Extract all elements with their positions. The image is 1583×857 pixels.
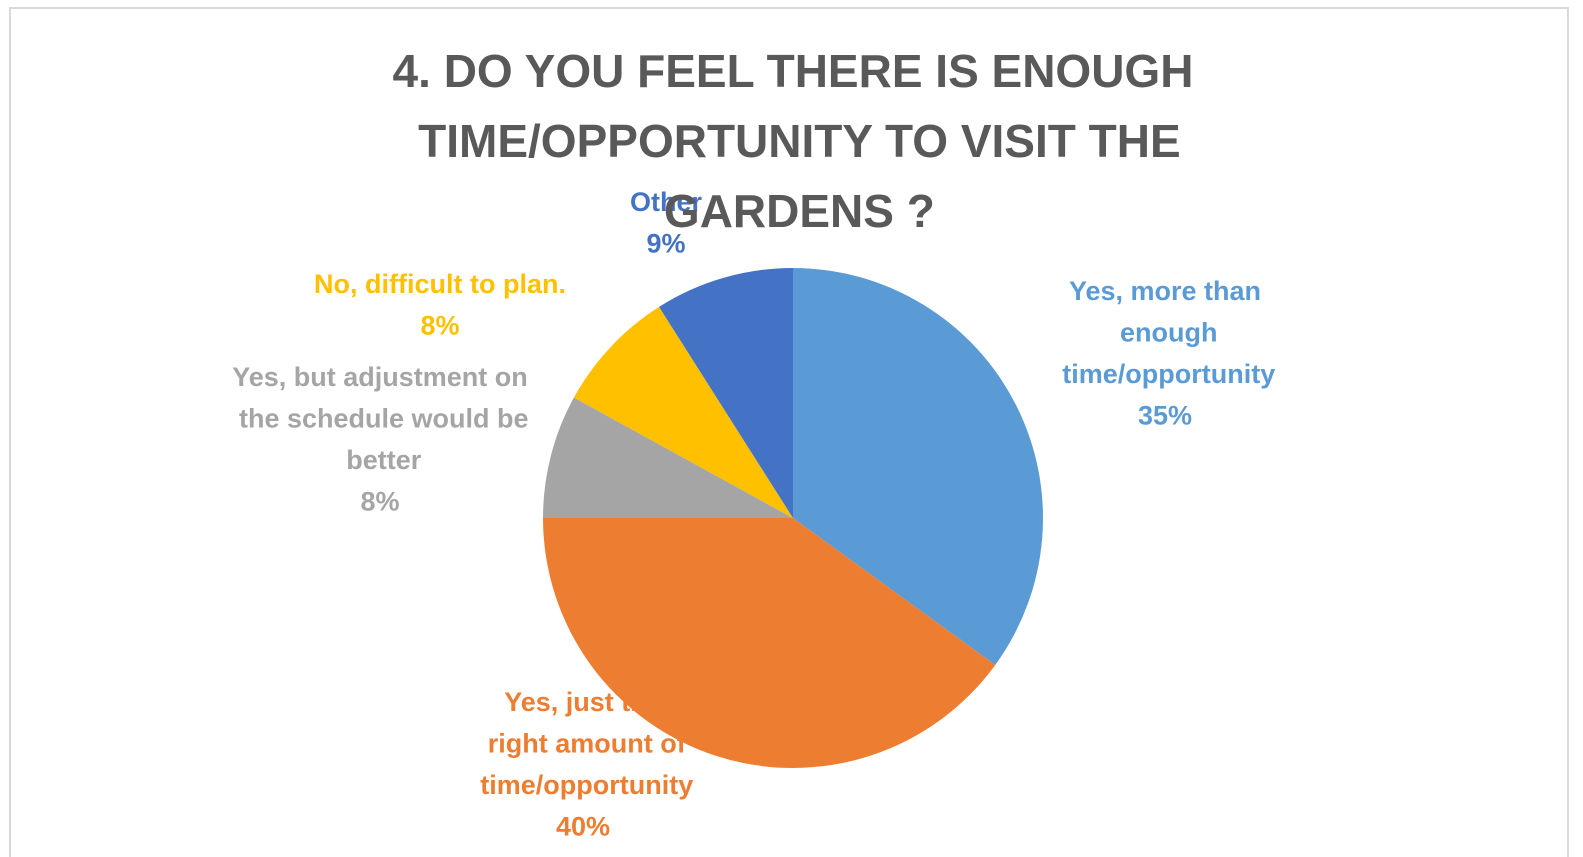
slice-label: Yes, more than enough time/opportunity — [1055, 276, 1275, 389]
slice-label: No, difficult to plan. — [314, 269, 566, 299]
slice-value-label: 40% — [556, 812, 610, 842]
slice-label: Other — [630, 187, 703, 217]
slice-label: Yes, but adjustment on the schedule woul… — [231, 362, 528, 475]
pie-slice — [573, 306, 793, 518]
chart-title: 4. DO YOU FEEL THERE IS ENOUGH TIME/OPPO… — [393, 45, 1194, 237]
slice-value-label: 8% — [360, 487, 399, 517]
pie — [543, 268, 1044, 769]
pie-slice — [659, 268, 793, 518]
slice-value-label: 35% — [1138, 401, 1192, 431]
pie-slice — [543, 518, 996, 769]
slice-value-label: 9% — [646, 229, 685, 259]
pie-slice — [793, 268, 1044, 665]
label-layer: Yes, more than enough time/opportunity 35… — [231, 187, 1275, 842]
slice-value-label: 8% — [420, 311, 459, 341]
pie-slice — [543, 397, 793, 518]
